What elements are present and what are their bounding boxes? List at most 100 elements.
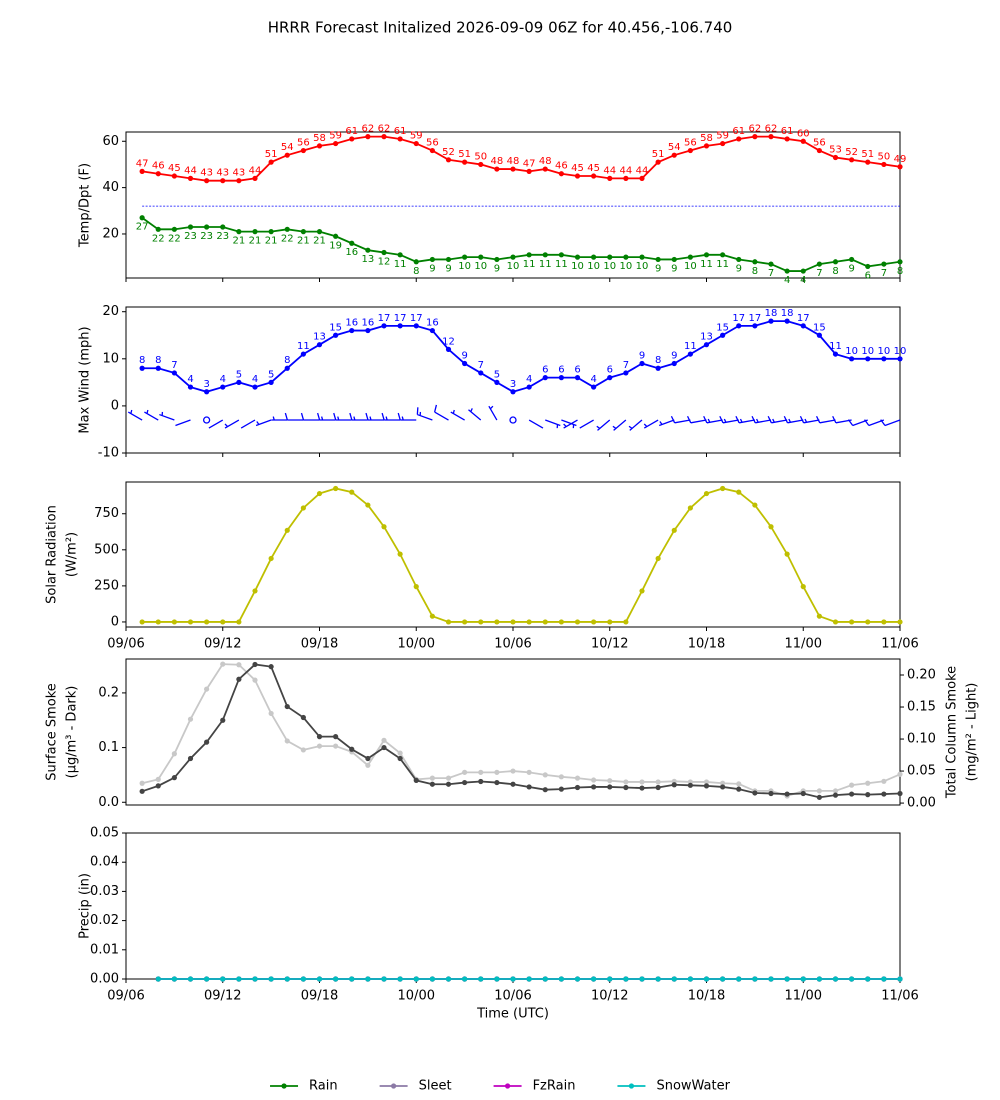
data-label: 58 <box>313 133 326 144</box>
data-point <box>881 161 887 168</box>
data-point <box>736 976 742 982</box>
data-label: 7 <box>623 360 629 371</box>
data-point <box>639 254 645 260</box>
data-point <box>316 143 323 149</box>
data-point <box>252 976 258 982</box>
data-point <box>607 254 613 260</box>
data-label: 10 <box>587 261 600 272</box>
data-point <box>220 224 226 230</box>
data-label: 4 <box>800 275 806 286</box>
data-point <box>510 254 516 260</box>
data-label: 61 <box>394 126 407 137</box>
legend-marker <box>504 1083 511 1089</box>
data-point <box>478 778 484 785</box>
y-tick-label: 250 <box>94 578 119 593</box>
data-label: 12 <box>442 336 455 347</box>
data-label: 15 <box>716 322 729 333</box>
data-point <box>542 166 548 172</box>
data-point <box>703 783 710 789</box>
data-label: 18 <box>765 308 778 319</box>
data-point <box>139 365 145 371</box>
data-label: 9 <box>671 263 677 274</box>
series-line <box>142 487 900 623</box>
data-point <box>816 261 822 267</box>
data-point <box>204 389 210 395</box>
data-label: 6 <box>607 365 613 376</box>
y-tick-label: 500 <box>94 542 119 557</box>
data-point <box>510 768 516 774</box>
data-point <box>542 787 548 793</box>
wind-barb <box>434 404 449 421</box>
data-point <box>462 619 468 625</box>
data-point <box>381 134 387 140</box>
data-point <box>494 166 500 172</box>
legend-marker <box>391 1083 397 1089</box>
y-tick-label: 0 <box>111 398 119 413</box>
data-label: 7 <box>171 360 177 371</box>
data-point <box>478 619 484 625</box>
data-label: 45 <box>168 163 181 174</box>
wind-barb <box>612 419 627 431</box>
data-label: 23 <box>200 231 213 242</box>
data-point <box>187 619 194 625</box>
data-label: 7 <box>816 268 822 279</box>
data-label: 9 <box>848 263 854 274</box>
data-label: 10 <box>620 261 633 272</box>
data-point <box>720 332 726 338</box>
data-point <box>236 676 242 682</box>
data-point <box>687 505 693 511</box>
data-point <box>865 356 871 362</box>
data-point <box>671 360 677 367</box>
data-point <box>381 323 387 329</box>
data-point <box>284 365 290 371</box>
data-point <box>204 224 210 230</box>
data-point <box>881 976 887 982</box>
data-point <box>687 147 693 154</box>
data-point <box>816 976 822 982</box>
data-label: 50 <box>878 151 891 162</box>
data-point <box>897 356 903 362</box>
data-label: 51 <box>861 149 874 160</box>
data-point <box>187 716 194 722</box>
series-line <box>141 663 901 799</box>
data-label: 45 <box>587 163 600 174</box>
data-point <box>365 755 371 762</box>
data-point <box>542 772 548 778</box>
data-point <box>139 788 145 794</box>
data-label: 10 <box>894 346 907 357</box>
data-label: 61 <box>781 126 794 137</box>
data-point <box>832 259 839 265</box>
data-point <box>832 976 839 982</box>
data-point <box>445 976 452 982</box>
data-point <box>865 792 871 798</box>
data-label: 10 <box>684 261 697 272</box>
data-label: 8 <box>897 266 903 277</box>
data-label: 15 <box>329 322 342 333</box>
data-point <box>768 790 774 797</box>
data-label: 4 <box>252 374 258 385</box>
data-point <box>494 779 500 786</box>
data-point <box>155 171 161 177</box>
data-point <box>397 551 403 557</box>
data-point <box>720 976 726 982</box>
y-tick-label: 750 <box>94 506 119 521</box>
data-point <box>736 489 742 495</box>
data-label: 10 <box>636 261 649 272</box>
data-point <box>639 175 645 181</box>
y-tick-label: -10 <box>98 446 119 461</box>
data-label: 17 <box>410 313 423 324</box>
data-label: 54 <box>281 142 294 153</box>
data-point <box>574 775 581 781</box>
y-tick-label: 0.04 <box>90 855 119 870</box>
x-axis-label: Time (UTC) <box>476 1007 549 1022</box>
data-label: 11 <box>394 259 407 270</box>
data-point <box>413 323 419 329</box>
data-point <box>558 976 564 982</box>
data-point <box>510 166 516 172</box>
data-point <box>494 256 500 263</box>
x-tick-label: 09/12 <box>204 637 241 652</box>
data-point <box>849 976 855 982</box>
data-point <box>236 619 242 625</box>
data-point <box>736 256 742 263</box>
